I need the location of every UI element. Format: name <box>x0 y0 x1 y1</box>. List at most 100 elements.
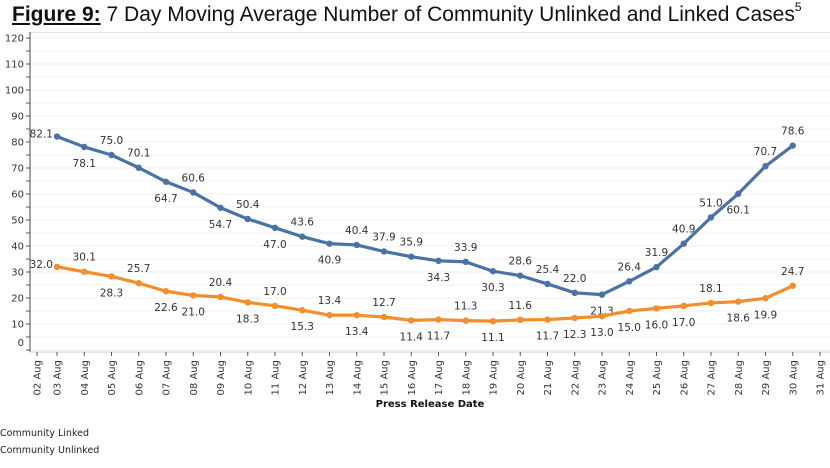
data-point <box>762 295 769 302</box>
data-label: 60.1 <box>727 205 750 217</box>
data-label: 75.0 <box>100 135 123 147</box>
data-label: 24.7 <box>781 266 804 278</box>
data-point <box>571 314 578 322</box>
data-label: 78.1 <box>73 158 96 170</box>
data-label: 40.9 <box>318 255 341 267</box>
x-tick-label: 16 Aug <box>407 360 418 395</box>
y-tick-label: 90 <box>11 112 24 123</box>
data-label: 54.7 <box>209 219 232 231</box>
data-point <box>789 142 796 149</box>
data-label: 51.0 <box>699 197 722 209</box>
y-tick-label: 50 <box>11 216 24 227</box>
data-label: 17.0 <box>263 286 286 298</box>
x-tick-label: 26 Aug <box>679 360 690 395</box>
x-tick-label: 07 Aug <box>162 360 173 395</box>
legend-item-community-unlinked: Community Unlinked <box>0 445 100 456</box>
data-label: 12.7 <box>372 297 395 309</box>
data-point <box>435 316 442 323</box>
x-tick-label: 17 Aug <box>434 360 445 395</box>
data-label: 22.6 <box>154 302 178 314</box>
data-label: 11.7 <box>427 331 450 343</box>
y-tick-label: 100 <box>5 86 24 97</box>
data-point <box>517 272 524 279</box>
data-point <box>707 299 715 307</box>
data-label: 47.0 <box>263 239 286 251</box>
data-point <box>626 307 633 315</box>
data-point <box>299 233 306 240</box>
data-label: 82.1 <box>30 129 53 141</box>
data-label: 11.4 <box>400 331 424 343</box>
data-label: 37.9 <box>372 231 395 243</box>
data-label: 50.4 <box>236 199 260 211</box>
data-point <box>190 292 197 299</box>
data-point <box>735 298 742 305</box>
y-tick-label: 110 <box>5 60 24 71</box>
data-label: 25.7 <box>127 263 150 275</box>
data-label: 20.4 <box>209 277 233 289</box>
data-label: 31.9 <box>645 247 668 259</box>
x-tick-label: 21 Aug <box>543 360 554 395</box>
y-tick-label: 120 <box>5 34 24 45</box>
data-label: 11.1 <box>481 332 504 344</box>
data-label: 13.4 <box>318 295 342 307</box>
y-tick-label: 30 <box>11 268 24 279</box>
data-point <box>489 317 497 325</box>
legend-item-community-linked: Community Linked <box>0 428 89 439</box>
data-point <box>598 291 606 298</box>
x-tick-label: 08 Aug <box>189 360 200 395</box>
series-community-linked: 82.1 78.1 75.0 70.1 64.7 60.6 54.7 50.4 47.0 43.6… <box>30 126 805 318</box>
data-label: 34.3 <box>427 272 450 284</box>
data-label: 64.7 <box>154 193 177 205</box>
data-label: 40.4 <box>345 225 369 237</box>
data-point <box>53 133 61 140</box>
data-point <box>81 268 88 275</box>
y-tick-label: 40 <box>11 242 24 253</box>
figure-title-text: 7 Day Moving Average Number of Community… <box>106 3 795 26</box>
x-tick-label: 29 Aug <box>761 360 772 395</box>
x-tick-label: 04 Aug <box>80 360 91 395</box>
y-tick-label: 70 <box>11 164 24 175</box>
y-tick-label: 10 <box>11 320 24 331</box>
data-point <box>544 280 551 288</box>
data-label: 30.1 <box>73 252 96 264</box>
data-label: 13.0 <box>590 327 613 339</box>
data-label: 32.0 <box>30 259 53 271</box>
data-point <box>789 282 796 289</box>
x-tick-label: 27 Aug <box>707 360 718 395</box>
x-tick-label: 06 Aug <box>134 360 145 395</box>
data-label: 22.0 <box>563 273 586 285</box>
series-line-community-unlinked <box>55 265 795 323</box>
data-label: 33.9 <box>454 242 477 254</box>
data-label: 43.6 <box>291 217 315 229</box>
y-tick-label: 60 <box>11 190 24 201</box>
data-label: 11.6 <box>509 300 533 312</box>
x-tick-label: 05 Aug <box>107 360 118 395</box>
data-point <box>299 307 306 314</box>
data-point <box>571 289 578 296</box>
data-point <box>162 288 170 295</box>
data-point <box>653 305 660 312</box>
x-tick-label: 30 Aug <box>788 360 799 395</box>
data-label: 18.3 <box>236 313 259 325</box>
data-label: 70.1 <box>127 148 150 160</box>
data-point <box>626 278 633 285</box>
data-label: 19.9 <box>754 309 777 321</box>
data-label: 17.0 <box>672 317 695 329</box>
data-point <box>435 257 442 265</box>
x-tick-label: 02 Aug <box>33 360 44 395</box>
data-label: 78.6 <box>781 126 805 138</box>
title-divider <box>30 32 830 33</box>
x-tick-label: 20 Aug <box>516 360 527 395</box>
data-label: 18.6 <box>727 313 751 325</box>
data-label: 12.3 <box>563 329 586 341</box>
data-point <box>135 164 142 171</box>
data-label: 25.4 <box>536 264 560 276</box>
data-label: 26.4 <box>618 261 642 273</box>
data-point <box>135 279 142 287</box>
data-point <box>353 311 360 319</box>
data-point <box>762 162 769 170</box>
data-label: 18.1 <box>699 283 722 295</box>
data-label: 60.6 <box>182 172 206 184</box>
data-point <box>653 263 660 271</box>
